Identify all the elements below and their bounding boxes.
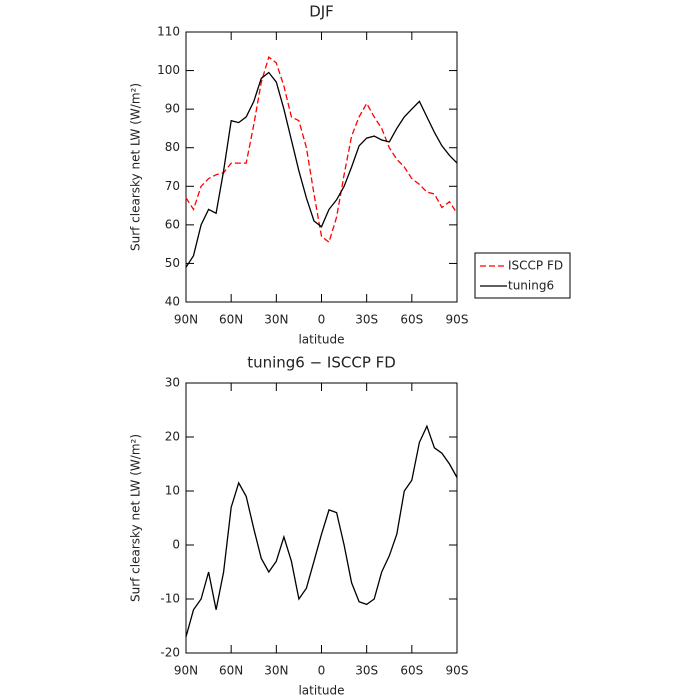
x-tick-label: 30N <box>264 664 288 678</box>
x-tick-label: 60N <box>219 313 243 327</box>
y-tick-label: 40 <box>165 295 180 309</box>
y-tick-label: -10 <box>160 592 180 606</box>
x-tick-label: 0 <box>318 664 326 678</box>
x-tick-label: 90N <box>174 664 198 678</box>
x-tick-label: 30N <box>264 313 288 327</box>
data-line <box>185 71 458 268</box>
y-tick-label: 10 <box>165 484 180 498</box>
y-tick-label: 60 <box>165 217 180 231</box>
chart-title: tuning6 − ISCCP FD <box>247 354 396 372</box>
y-tick-label: 30 <box>165 376 180 390</box>
y-tick-label: 110 <box>157 25 180 39</box>
data-line <box>185 424 458 637</box>
y-tick-label: 90 <box>165 102 180 116</box>
plot-frame <box>185 31 458 303</box>
legend-box <box>474 252 571 299</box>
chart-title: DJF <box>309 3 334 21</box>
x-tick-label: 90S <box>446 664 469 678</box>
data-line <box>185 56 458 244</box>
x-tick-label: 60N <box>219 664 243 678</box>
x-tick-label: 90S <box>446 313 469 327</box>
x-axis-label: latitude <box>298 684 344 698</box>
y-tick-label: -20 <box>160 646 180 660</box>
y-axis-label: Surf clearsky net LW (W/m²) <box>129 434 143 602</box>
x-tick-label: 60S <box>400 664 423 678</box>
legend-label: tuning6 <box>508 279 554 293</box>
y-tick-label: 80 <box>165 140 180 154</box>
y-tick-label: 20 <box>165 430 180 444</box>
y-tick-label: 100 <box>157 63 180 77</box>
x-axis-label: latitude <box>298 333 344 347</box>
x-tick-label: 0 <box>318 313 326 327</box>
y-tick-label: 50 <box>165 256 180 270</box>
x-tick-label: 60S <box>400 313 423 327</box>
y-tick-label: 0 <box>172 538 180 552</box>
x-tick-label: 30S <box>355 664 378 678</box>
y-axis-label: Surf clearsky net LW (W/m²) <box>129 83 143 251</box>
x-tick-label: 30S <box>355 313 378 327</box>
legend-label: ISCCP FD <box>508 259 563 273</box>
y-tick-label: 70 <box>165 179 180 193</box>
x-tick-label: 90N <box>174 313 198 327</box>
plot-frame <box>185 382 458 654</box>
